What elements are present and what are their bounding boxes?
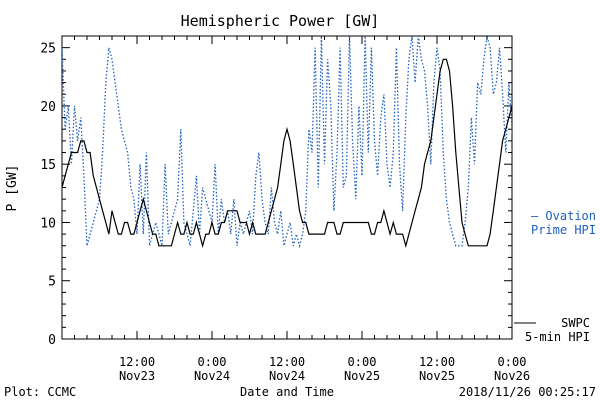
- y-tick-label: 20: [40, 100, 56, 115]
- y-tick-label: 5: [48, 275, 56, 290]
- x-tick-label-time: 12:00: [419, 355, 455, 369]
- y-axis-ticks: 0 5 10 15 20 25: [40, 35, 512, 348]
- x-tick-label-time: 12:00: [269, 355, 305, 369]
- footer-plot-credit: Plot: CCMC: [4, 385, 76, 399]
- x-tick-label-date: Nov25: [344, 369, 380, 383]
- legend: — Ovation Prime HPI SWPC 5-min HPI: [514, 209, 596, 344]
- x-tick-label-date: Nov24: [269, 369, 305, 383]
- series-swpc-line: [62, 58, 512, 249]
- legend-ovation-line2: Prime HPI: [531, 223, 596, 237]
- x-tick-label-date: Nov23: [119, 369, 155, 383]
- x-axis-label: Date and Time: [240, 385, 334, 399]
- legend-swpc-line1: SWPC: [561, 316, 590, 330]
- chart-title: Hemispheric Power [GW]: [181, 12, 380, 30]
- x-tick-label-date: Nov25: [419, 369, 455, 383]
- series-layer: [62, 36, 512, 249]
- x-axis-ticks: 12:00Nov230:00Nov2412:00Nov240:00Nov2512…: [61, 36, 530, 383]
- x-tick-label-date: Nov26: [494, 369, 530, 383]
- footer-timestamp: 2018/11/26 00:25:17: [459, 385, 596, 399]
- legend-swpc-line2: 5-min HPI: [525, 330, 590, 344]
- y-tick-label: 10: [40, 216, 56, 231]
- y-axis-label: P [GW]: [5, 165, 20, 212]
- x-tick-label-time: 0:00: [498, 355, 527, 369]
- x-tick-label-time: 0:00: [198, 355, 227, 369]
- y-tick-label: 0: [48, 333, 56, 348]
- legend-ovation-line1: — Ovation: [531, 209, 596, 223]
- x-tick-label-time: 0:00: [348, 355, 377, 369]
- y-tick-label: 15: [40, 158, 56, 173]
- x-tick-label-time: 12:00: [119, 355, 155, 369]
- x-tick-label-date: Nov24: [194, 369, 230, 383]
- y-tick-label: 25: [40, 42, 56, 57]
